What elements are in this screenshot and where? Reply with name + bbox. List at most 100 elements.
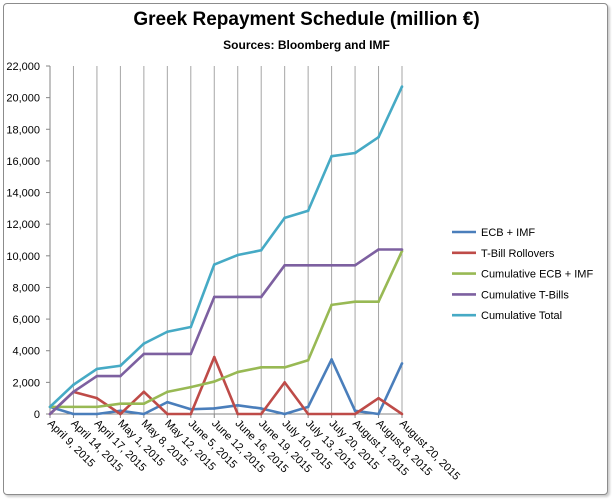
data-point: [142, 352, 146, 356]
data-point: [95, 405, 99, 409]
y-tick-label: 16,000: [6, 156, 40, 168]
data-point: [72, 412, 75, 416]
legend-label: Cumulative T-Bills: [481, 289, 569, 301]
data-point: [259, 407, 263, 410]
data-point: [330, 358, 333, 361]
data-point: [166, 352, 169, 356]
data-point: [306, 209, 310, 213]
data-point: [377, 248, 380, 251]
data-point: [72, 383, 75, 387]
data-point: [189, 325, 193, 329]
data-point: [119, 412, 122, 416]
y-tick-label: 10,000: [6, 251, 40, 263]
y-tick-label: 14,000: [6, 188, 40, 200]
chart-subtitle: Sources: Bloomberg and IMF: [223, 38, 390, 52]
data-point: [95, 412, 99, 416]
data-point: [377, 412, 380, 416]
data-point: [236, 404, 240, 407]
series-line: [49, 358, 404, 416]
series-line: [50, 250, 404, 409]
data-point: [72, 405, 75, 409]
data-point: [306, 405, 310, 409]
data-point: [330, 264, 333, 267]
legend-label: T-Bill Rollovers: [481, 248, 555, 260]
data-point: [142, 390, 146, 394]
data-point: [283, 264, 286, 267]
y-tick-label: 0: [34, 409, 40, 421]
data-point: [353, 264, 357, 267]
data-point: [400, 362, 404, 365]
data-point: [236, 370, 240, 374]
series-line: [49, 86, 404, 408]
data-point: [189, 352, 193, 356]
data-point: [119, 402, 122, 406]
data-point: [330, 303, 333, 307]
data-point: [259, 295, 263, 299]
data-point: [306, 412, 310, 416]
y-tick-label: 2,000: [12, 377, 40, 389]
data-point: [330, 412, 333, 416]
y-tick-label: 8,000: [12, 282, 40, 294]
data-point: [330, 154, 333, 158]
data-point: [166, 330, 169, 334]
data-point: [283, 216, 286, 220]
data-point: [353, 300, 357, 303]
y-tick-label: 18,000: [6, 124, 40, 136]
data-point: [306, 264, 310, 267]
data-point: [259, 412, 263, 416]
data-point: [48, 412, 52, 416]
data-point: [212, 263, 216, 266]
series-cumulative-ecb-imf: [48, 249, 404, 409]
data-point: [119, 409, 122, 413]
legend-label: Cumulative Total: [481, 310, 562, 322]
data-point: [119, 374, 122, 378]
legend-label: ECB + IMF: [481, 227, 535, 239]
data-point: [377, 300, 380, 303]
data-point: [400, 412, 404, 416]
data-point: [189, 385, 193, 389]
data-point: [306, 358, 310, 362]
data-point: [283, 381, 286, 384]
series-cumulative-total: [48, 85, 404, 409]
data-point: [283, 366, 286, 369]
data-point: [377, 396, 380, 400]
data-point: [72, 390, 75, 394]
data-point: [377, 135, 380, 139]
data-point: [142, 412, 146, 416]
y-tick-label: 22,000: [6, 61, 40, 73]
data-point: [166, 412, 169, 416]
data-point: [353, 409, 357, 413]
data-point: [212, 355, 216, 359]
data-point: [212, 380, 216, 383]
data-point: [95, 374, 99, 378]
y-tick-label: 4,000: [12, 346, 40, 358]
data-point: [259, 366, 263, 369]
data-point: [400, 85, 404, 88]
data-point: [142, 402, 146, 406]
data-point: [95, 396, 99, 400]
legend-label: Cumulative ECB + IMF: [481, 269, 593, 281]
data-point: [95, 367, 99, 371]
y-tick-label: 20,000: [6, 93, 40, 105]
data-point: [212, 295, 216, 299]
data-point: [212, 407, 216, 410]
data-point: [166, 390, 169, 394]
data-point: [400, 248, 404, 251]
data-point: [353, 151, 357, 155]
data-point: [119, 364, 122, 368]
data-point: [142, 342, 146, 345]
data-point: [166, 400, 169, 404]
data-point: [353, 412, 357, 416]
chart-title: Greek Repayment Schedule (million €): [133, 9, 480, 30]
data-point: [236, 295, 240, 299]
data-point: [259, 248, 263, 252]
data-point: [283, 412, 286, 416]
y-tick-label: 6,000: [12, 314, 40, 326]
data-point: [236, 412, 240, 416]
y-tick-label: 12,000: [6, 219, 40, 231]
series-line: [49, 248, 402, 415]
data-point: [236, 253, 240, 257]
data-point: [48, 405, 52, 409]
data-point: [189, 412, 193, 416]
